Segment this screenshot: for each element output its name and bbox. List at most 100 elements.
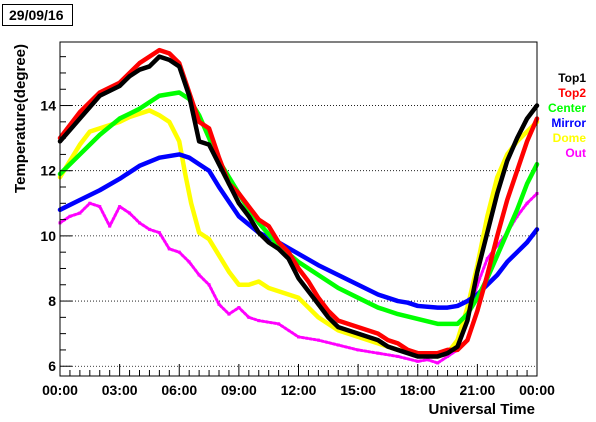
data-point	[197, 162, 201, 166]
x-tick-label: 09:00	[221, 382, 257, 398]
data-point	[187, 94, 191, 98]
data-point	[495, 175, 499, 179]
data-point	[406, 301, 410, 305]
data-point	[237, 201, 241, 205]
data-point	[306, 280, 310, 284]
data-point	[257, 221, 261, 225]
data-point	[515, 208, 519, 212]
data-point	[356, 296, 360, 300]
legend-entry-center: Center	[548, 101, 586, 115]
data-point	[316, 296, 320, 300]
data-point	[336, 286, 340, 290]
data-point	[118, 120, 122, 124]
data-point	[406, 348, 410, 352]
data-point	[485, 257, 489, 261]
data-point	[287, 293, 291, 297]
data-point	[108, 224, 112, 228]
data-point	[177, 64, 181, 68]
series-line-center	[57, 90, 540, 327]
data-point	[446, 322, 450, 326]
data-point	[356, 283, 360, 287]
x-tick-label: 06:00	[161, 382, 197, 398]
data-point	[416, 359, 420, 363]
data-point	[297, 335, 300, 339]
data-point	[138, 112, 141, 116]
data-point	[98, 126, 102, 130]
data-point	[356, 332, 360, 336]
data-point	[515, 250, 519, 254]
data-point	[306, 306, 310, 310]
data-point	[525, 130, 529, 134]
data-point	[326, 309, 330, 313]
data-point	[456, 345, 459, 349]
legend-entry-dome: Dome	[553, 131, 587, 145]
data-point	[326, 315, 330, 319]
x-tick-label: 21:00	[459, 382, 495, 398]
data-point	[98, 91, 102, 95]
series-line-mirror	[57, 152, 540, 310]
data-point	[297, 266, 300, 270]
data-point	[316, 263, 320, 267]
data-point	[456, 322, 459, 326]
data-point	[177, 91, 181, 95]
data-point	[465, 299, 469, 303]
data-point	[277, 289, 281, 293]
data-point	[297, 296, 300, 300]
data-point	[446, 306, 450, 310]
data-point	[287, 250, 291, 254]
data-point	[316, 338, 320, 342]
data-point	[147, 64, 151, 68]
data-point	[465, 319, 469, 323]
data-point	[157, 156, 161, 160]
data-point	[247, 214, 251, 218]
data-point	[456, 338, 459, 342]
data-point	[157, 113, 161, 117]
data-point	[189, 201, 193, 205]
data-point	[98, 205, 102, 209]
data-point	[297, 252, 300, 256]
data-point	[515, 214, 519, 218]
data-point	[525, 117, 529, 121]
data-point	[297, 260, 300, 264]
data-point	[485, 214, 489, 218]
data-point	[237, 306, 241, 310]
data-point	[416, 354, 420, 358]
data-point	[247, 315, 251, 319]
data-point	[207, 136, 211, 140]
data-point	[88, 201, 92, 205]
data-point	[78, 143, 82, 147]
data-point	[147, 55, 151, 59]
data-point	[336, 343, 340, 347]
data-point	[217, 302, 221, 306]
data-point	[98, 133, 102, 137]
data-point	[436, 354, 440, 358]
data-point	[207, 126, 211, 130]
data-point	[138, 68, 141, 72]
y-tick-label: 14	[40, 98, 56, 114]
data-point	[68, 159, 72, 163]
data-point	[237, 283, 241, 287]
data-point	[475, 270, 479, 274]
data-point	[257, 231, 261, 235]
data-point	[475, 283, 479, 287]
data-point	[128, 115, 132, 119]
data-point	[336, 325, 340, 329]
data-point	[336, 328, 340, 332]
data-point	[88, 130, 92, 134]
x-tick-label: 03:00	[102, 382, 138, 398]
data-point	[485, 231, 489, 235]
data-point	[297, 276, 300, 280]
data-point	[217, 185, 221, 189]
data-point	[426, 354, 430, 358]
y-tick-label: 6	[48, 358, 56, 374]
data-point	[98, 94, 102, 98]
data-point	[187, 260, 191, 264]
data-point	[237, 192, 241, 196]
data-point	[505, 231, 509, 235]
data-point	[187, 156, 191, 160]
data-point	[426, 358, 430, 362]
data-point	[207, 143, 211, 147]
data-point	[138, 107, 141, 111]
